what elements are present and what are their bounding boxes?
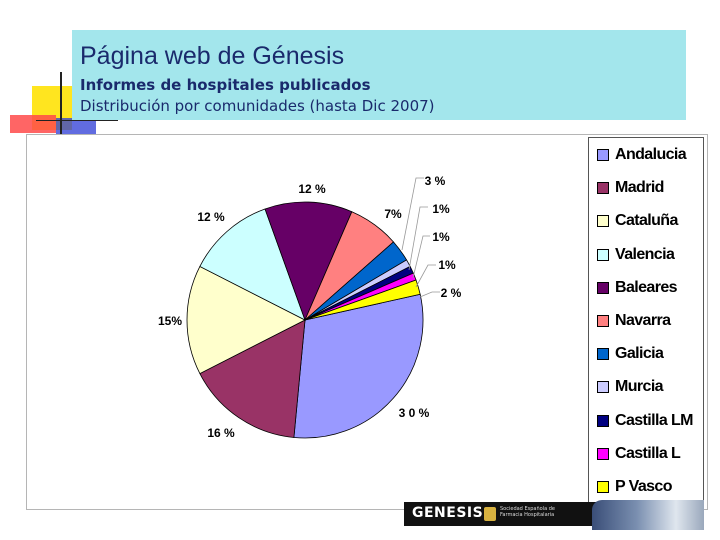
pie-slice-andalucia [293,293,424,439]
legend-label: Baleares [615,278,678,296]
society-seal-icon [484,507,496,521]
legend-swatch [597,348,609,361]
pie-slice-valencia [199,208,306,321]
legend-label: Andalucia [615,146,687,163]
legend-item: Valencia [597,244,675,266]
page-subtitle-secondary: Distribución por comunidades (hasta Dic … [80,97,435,115]
legend-item: Navarra [597,310,671,332]
decorative-vertical-line [60,72,62,148]
decorative-blue-bar [56,118,96,134]
pie-slice-cataluña [186,265,306,375]
pie-slice-p-vasco [304,279,421,321]
data-label: 1% [438,258,456,272]
legend-label: Valencia [615,245,675,263]
page-title: Página web de Génesis [80,42,345,70]
chart-legend: Andalucia Madrid Cataluña Valencia Baleares N… [588,137,704,503]
data-label: 3 0 % [399,406,430,420]
legend-swatch [597,447,609,460]
decorative-horizontal-line [36,120,118,121]
footer-photo [592,500,704,530]
data-label: 16 % [207,426,235,440]
legend-item: Murcia [597,376,664,398]
legend-item: Cataluña [597,210,678,232]
legend-label: Murcia [615,378,664,396]
label-leader-line [419,291,440,298]
legend-item: Castilla L [597,443,681,465]
legend-label: Cataluña [615,212,678,230]
legend-swatch [597,149,609,161]
data-label: 1% [432,230,450,244]
data-label: 12 % [197,210,225,224]
legend-swatch [597,315,609,327]
legend-label: Navarra [615,312,671,329]
legend-item: Castilla LM [597,410,693,432]
legend-swatch [597,381,609,394]
data-label: 2 % [441,286,462,300]
slide-header: Página web de Génesis Informes de hospit… [72,30,686,120]
page-subtitle: Informes de hospitales publicados [80,76,371,94]
legend-swatch [597,481,609,493]
legend-swatch [597,215,609,228]
legend-item: Galicia [597,343,664,365]
legend-swatch [597,281,609,294]
decorative-red-bar [10,115,56,133]
label-leader-line [412,235,430,279]
data-label: 12 % [298,182,326,196]
legend-label: Madrid [615,179,664,197]
label-leader-line [408,206,428,271]
data-label: 15% [158,314,182,328]
pie-slice-baleares [264,201,353,322]
legend-swatch [597,248,609,261]
legend-item: P Vasco [597,476,672,498]
legend-label: P Vasco [615,478,672,495]
genesis-logo: GENESIS [412,505,484,521]
legend-swatch [597,182,609,195]
legend-label: Castilla L [615,444,681,462]
label-leader-line [401,177,424,251]
label-leader-line [415,264,436,288]
society-seal-text: Sociedad Española de Farmacia Hospitalar… [500,506,555,518]
legend-label: Castilla LM [615,411,693,429]
legend-swatch [597,414,609,427]
legend-item: Andalucia [597,144,687,166]
data-label: 7% [384,207,402,221]
pie-slice-madrid [199,319,306,438]
legend-label: Galicia [615,345,664,363]
data-label: 3 % [425,174,446,188]
legend-item: Madrid [597,177,664,199]
data-label: 1% [432,202,450,216]
legend-item: Baleares [597,277,678,299]
